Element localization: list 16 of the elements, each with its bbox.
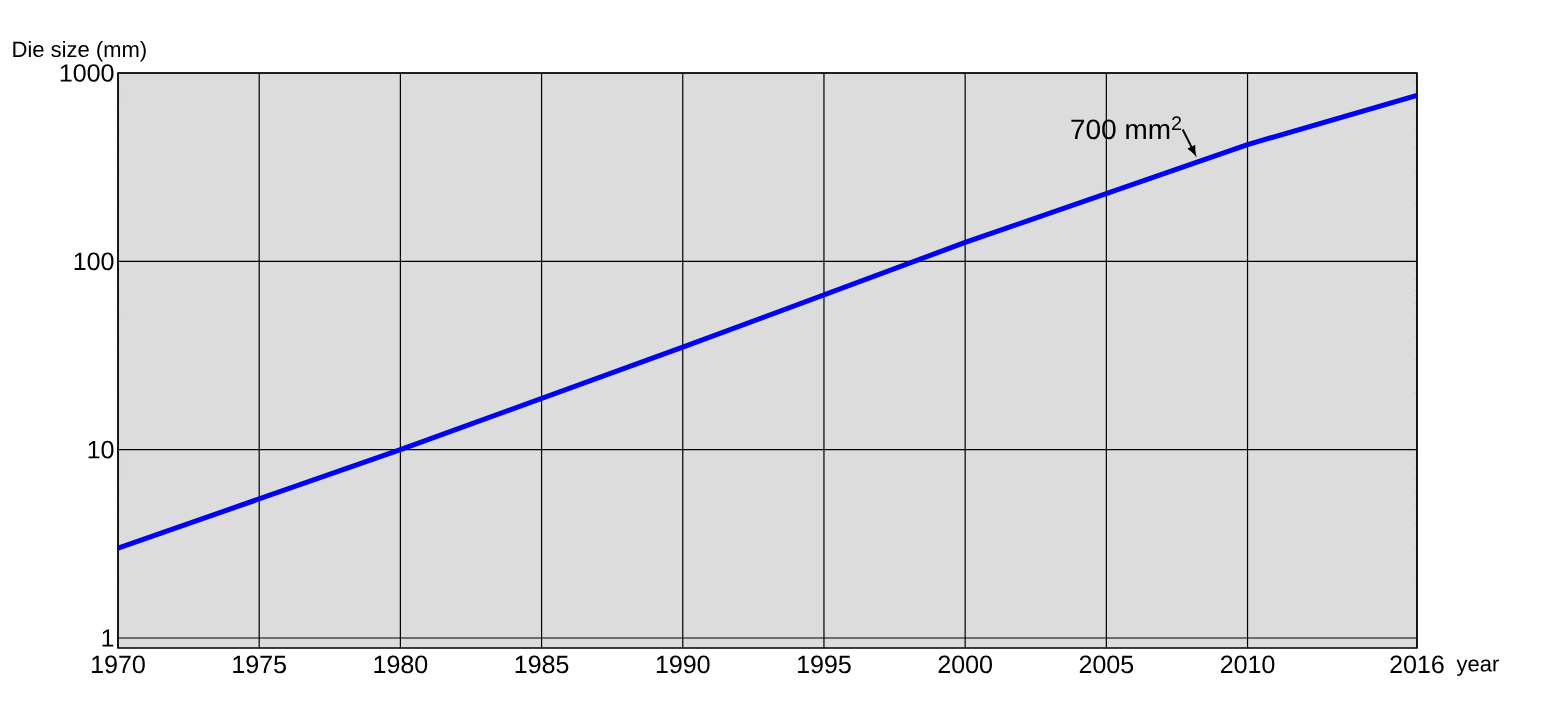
- x-tick-label: 1975: [233, 655, 286, 674]
- y-tick-label: 100: [74, 252, 114, 271]
- y-axis-title: Die size (mm): [13, 40, 146, 62]
- x-tick-label: 1980: [374, 655, 428, 674]
- y-tick-label: 1: [102, 629, 114, 647]
- x-tick-label: 2010: [1220, 655, 1275, 674]
- x-tick-label: 1985: [515, 655, 569, 674]
- x-tick-label: 1995: [798, 655, 851, 674]
- y-tick-label: 1000: [60, 64, 114, 82]
- x-tick-label: 2005: [1079, 655, 1134, 674]
- x-tick-label: 2016: [1390, 655, 1444, 674]
- x-axis-title: year: [1456, 659, 1499, 676]
- x-tick-label: 1970: [92, 655, 145, 674]
- x-tick-label: 2000: [938, 655, 992, 674]
- x-tick-label: 1990: [656, 655, 710, 674]
- y-tick-label: 10: [88, 440, 114, 459]
